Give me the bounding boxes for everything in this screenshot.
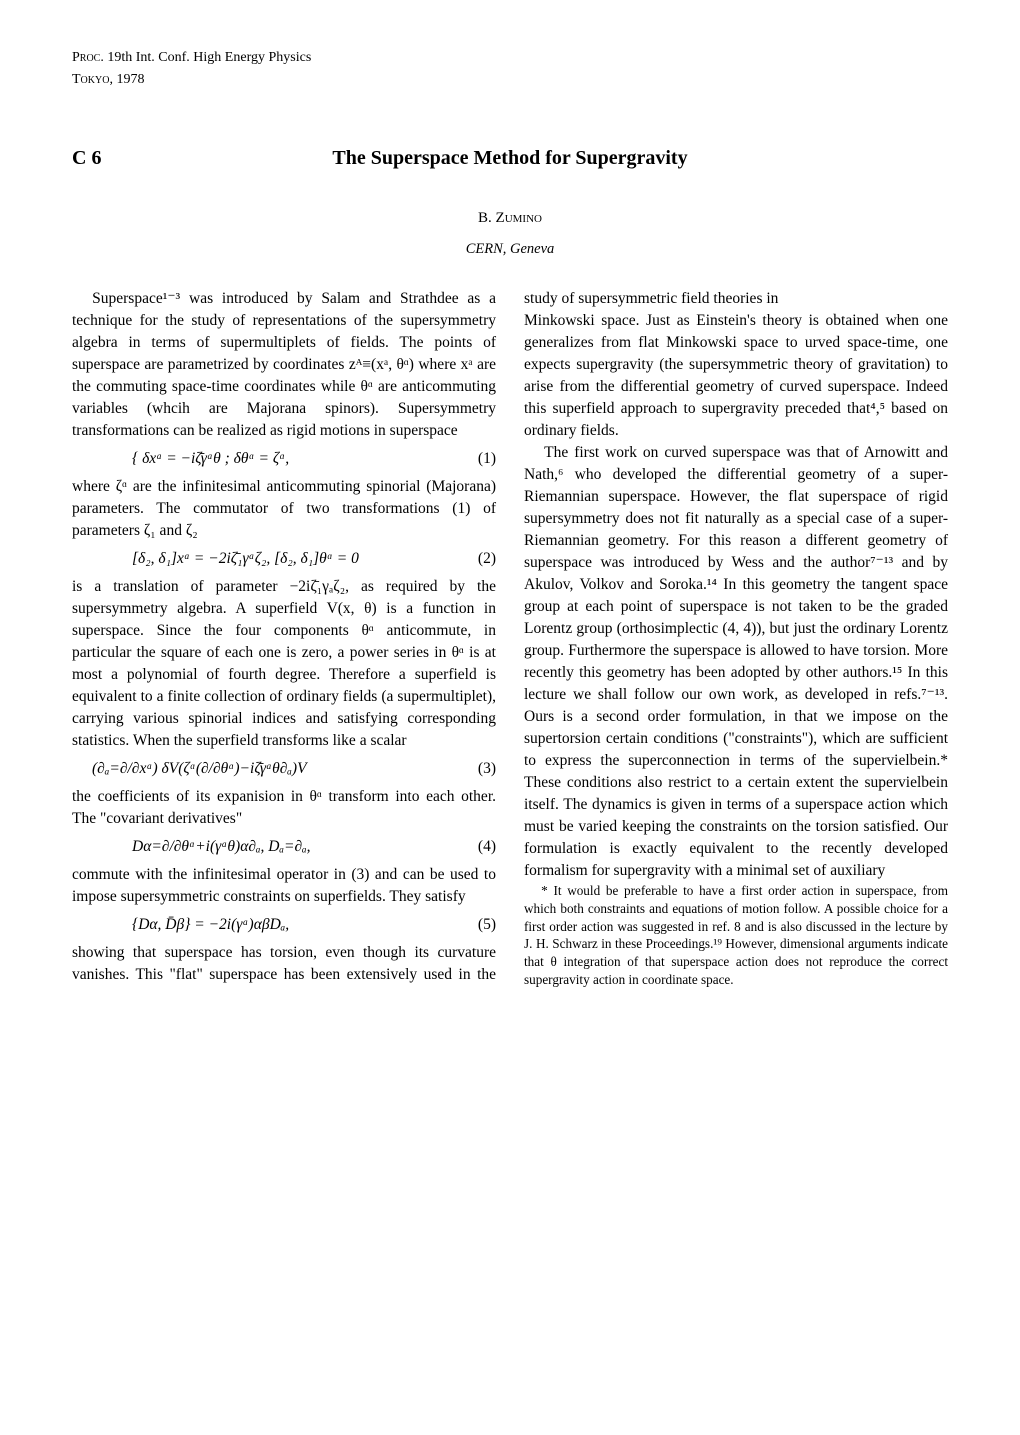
- equation-4: Dα=∂/∂θᵅ+i(γᵃθ)α∂ₐ, Dₐ=∂ₐ, (4): [72, 836, 496, 858]
- footnote-star: * It would be preferable to have a first…: [524, 882, 948, 989]
- equation-1: { δxᵃ = −iζ̄γᵃθ ; δθᵅ = ζᵅ, (1): [72, 448, 496, 470]
- title-row: C 6 The Superspace Method for Supergravi…: [72, 144, 948, 172]
- affiliation: CERN, Geneva: [72, 239, 948, 260]
- equation-2: [δ₂, δ₁]xᵃ = −2iζ̄₁γᵃζ₂, [δ₂, δ₁]θᵅ = 0 …: [72, 548, 496, 570]
- proceedings-line-2: Tokyo, 1978: [72, 70, 948, 90]
- paragraph-covariant: the coefficients of its expanision in θᵅ…: [72, 786, 496, 830]
- paragraph-params: where ζᵅ are the infinitesimal anticommu…: [72, 476, 496, 542]
- author-name: B. Zumino: [72, 208, 948, 229]
- paragraph-minkowski: Minkowski space. Just as Einstein's theo…: [524, 310, 948, 442]
- equation-3: (∂ₐ=∂/∂xᵃ) δV(ζᵅ(∂/∂θᵅ)−iζ̄γᵃθ∂ₐ)V (3): [72, 758, 496, 780]
- equation-5: {Dα, D̄β} = −2i(γᵃ)αβ̇Dₐ, (5): [72, 914, 496, 936]
- proc-rest: 19th Int. Conf. High Energy Physics: [104, 50, 311, 65]
- paragraph-intro: Superspace¹⁻³ was introduced by Salam an…: [72, 288, 496, 442]
- paragraph-curved: The first work on curved superspace was …: [524, 442, 948, 882]
- proceedings-line-1: Proc. 19th Int. Conf. High Energy Physic…: [72, 48, 948, 68]
- section-code: C 6: [72, 144, 212, 172]
- paragraph-superfield: is a translation of parameter −2iζ̄₁γₐζ₂…: [72, 576, 496, 752]
- body-columns: Superspace¹⁻³ was introduced by Salam an…: [72, 288, 948, 989]
- paragraph-commute: commute with the infinitesimal operator …: [72, 864, 496, 908]
- proc-prefix: Proc.: [72, 50, 104, 65]
- paper-title: The Superspace Method for Supergravity: [212, 144, 808, 172]
